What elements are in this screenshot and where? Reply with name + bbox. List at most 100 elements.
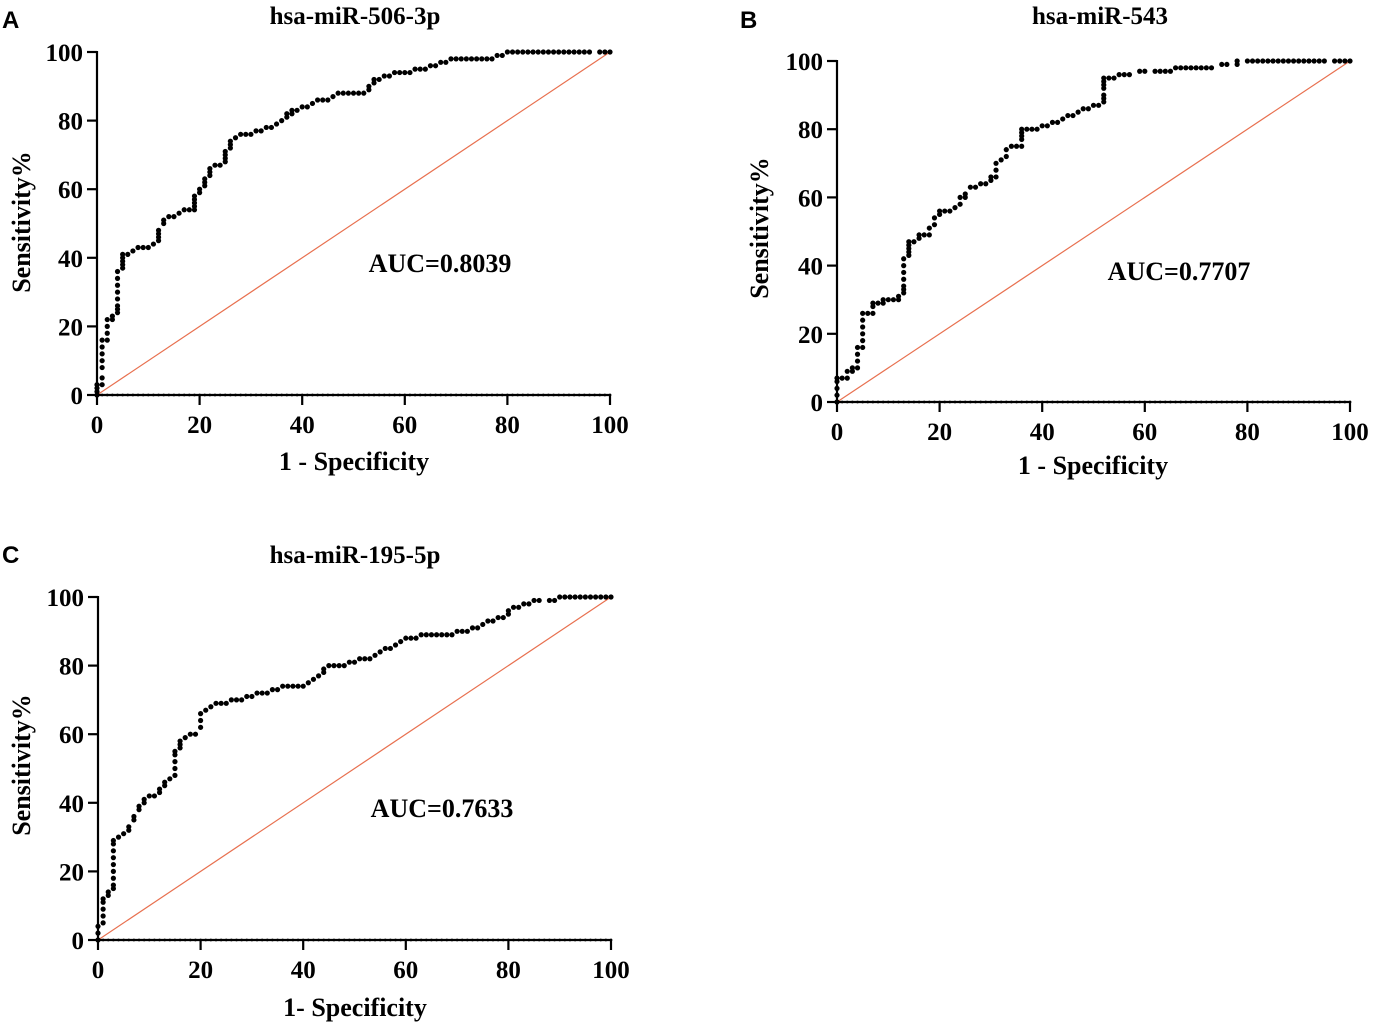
roc-point [182, 735, 188, 741]
roc-point [550, 49, 557, 55]
roc-point [870, 300, 876, 306]
roc-point [844, 368, 850, 374]
roc-point [860, 317, 866, 323]
roc-point [1070, 112, 1076, 119]
roc-point [479, 56, 485, 62]
roc-point [1019, 143, 1025, 149]
roc-point [238, 131, 244, 137]
roc-point [413, 635, 419, 641]
roc-point [376, 76, 382, 83]
roc-point [357, 656, 363, 662]
roc-point [901, 276, 907, 282]
roc-point [161, 217, 167, 223]
roc-point [114, 275, 121, 281]
roc-point [1111, 75, 1117, 81]
roc-point [495, 614, 501, 621]
roc-point [263, 124, 269, 131]
roc-point [1255, 58, 1261, 64]
roc-point [315, 673, 322, 679]
roc-point [489, 56, 495, 62]
x-tick-label: 0 [91, 412, 104, 439]
roc-point [1337, 58, 1343, 64]
roc-point [403, 635, 409, 641]
roc-point [1054, 119, 1061, 125]
roc-point [213, 700, 219, 706]
roc-point [422, 66, 428, 72]
chart-title-c: hsa-miR-195-5p [270, 542, 441, 569]
roc-point [567, 594, 573, 600]
chart-title-a: hsa-miR-506-3p [270, 3, 441, 30]
roc-point [367, 656, 373, 662]
x-tick-labels-a: 0 20 40 60 80 100 [91, 412, 629, 439]
roc-point [345, 90, 351, 96]
roc-point [279, 118, 285, 124]
roc-point [258, 128, 264, 134]
roc-point [438, 59, 444, 65]
roc-point [890, 297, 897, 303]
roc-point [1065, 112, 1071, 119]
roc-point [906, 239, 912, 245]
x-axis-label-c: 1- Specificity [283, 993, 427, 1022]
roc-point [146, 793, 152, 799]
roc-point [126, 824, 132, 830]
roc-point [232, 135, 239, 141]
roc-point [321, 666, 327, 672]
roc-point [1096, 102, 1102, 108]
roc-point [433, 632, 440, 638]
roc-point [218, 700, 224, 706]
roc-point [1157, 68, 1163, 74]
roc-point [423, 632, 429, 638]
x-tick-label: 20 [187, 412, 212, 439]
roc-point [197, 186, 203, 192]
roc-point [325, 97, 331, 103]
roc-point [104, 323, 110, 329]
roc-point [1219, 61, 1225, 68]
roc-point [520, 49, 526, 55]
x-tick-label: 20 [927, 419, 952, 446]
roc-point [156, 786, 163, 792]
y-tick-label: 40 [58, 246, 83, 273]
roc-point [110, 868, 116, 875]
y-tick-label: 40 [59, 791, 84, 818]
roc-point [391, 69, 398, 76]
roc-point [926, 225, 932, 231]
y-tick-label: 60 [59, 722, 84, 749]
roc-point [172, 772, 178, 778]
roc-point [340, 90, 346, 96]
roc-point [351, 659, 358, 665]
roc-point [99, 375, 105, 381]
roc-point [290, 683, 296, 689]
panel-letter-b: B [740, 7, 757, 34]
roc-point [110, 875, 116, 881]
roc-point [155, 227, 162, 233]
roc-point [1167, 68, 1174, 74]
y-tick-label: 0 [71, 383, 84, 410]
y-tick-labels-b: 0 20 40 60 80 100 [786, 49, 824, 417]
roc-point [911, 239, 917, 245]
y-tick-label: 100 [46, 40, 84, 67]
roc-point [362, 656, 368, 662]
roc-point [99, 337, 105, 343]
plot-area-a [87, 49, 613, 405]
roc-point [449, 632, 455, 638]
x-tick-label: 60 [393, 957, 418, 984]
roc-point [217, 162, 223, 168]
roc-point [1008, 143, 1015, 149]
roc-point [1203, 65, 1209, 71]
roc-point [993, 167, 999, 173]
plot-area-c [88, 594, 614, 950]
roc-point [167, 776, 173, 782]
reference-diagonal-line [97, 596, 612, 941]
roc-point [1244, 58, 1250, 64]
reference-diagonal-line [96, 51, 611, 396]
auc-annotation-a: AUC=0.8039 [369, 249, 512, 278]
roc-point [1039, 123, 1045, 129]
roc-point [268, 124, 275, 131]
roc-point [285, 683, 291, 689]
roc-point [962, 191, 968, 197]
roc-point [341, 663, 347, 669]
roc-point [587, 594, 594, 600]
roc-point [100, 913, 106, 919]
roc-point [110, 855, 116, 861]
roc-point [1090, 102, 1097, 108]
